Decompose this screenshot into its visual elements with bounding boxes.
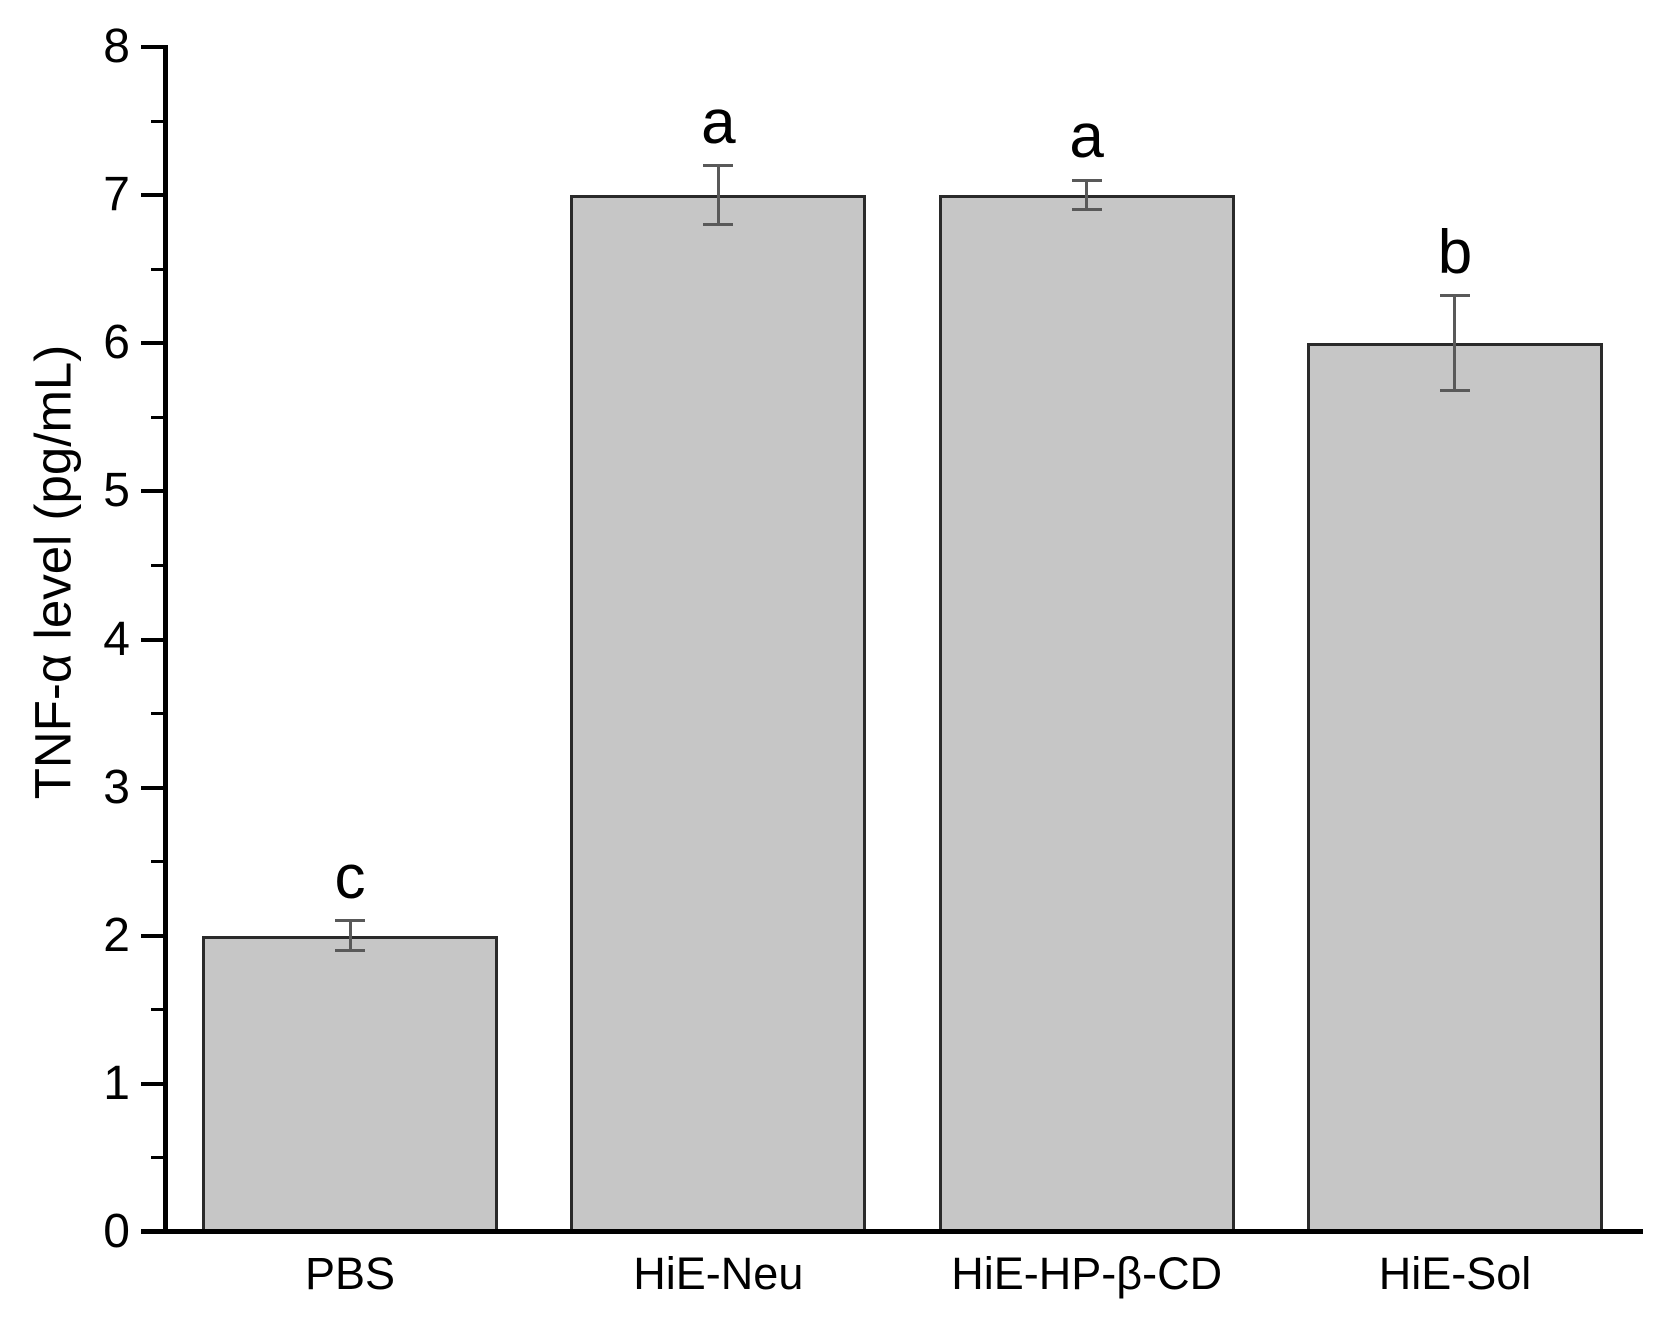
y-minor-tick (151, 712, 163, 716)
y-tick-label: 0 (103, 1205, 130, 1258)
error-bar-hie-sol (1453, 295, 1457, 391)
y-tick-label: 7 (103, 168, 130, 222)
y-major-tick (141, 45, 163, 49)
y-minor-tick (151, 1008, 163, 1012)
bar-pbs (202, 935, 498, 1232)
error-cap-bottom-pbs (335, 949, 365, 953)
y-major-tick (141, 785, 163, 790)
y-major-tick (141, 193, 163, 198)
error-bar-hie-hp-cd (1085, 180, 1089, 210)
error-bar-pbs (348, 920, 352, 951)
y-axis-title: TNF-α level (pg/mL) (24, 344, 82, 800)
y-minor-tick (151, 119, 163, 123)
y-minor-tick (151, 415, 163, 419)
y-minor-tick (151, 563, 163, 567)
y-major-tick (141, 1081, 163, 1086)
significance-letter-pbs: c (334, 842, 366, 912)
error-bar-hie-neu (716, 165, 720, 225)
error-cap-top-hie-sol (1439, 294, 1470, 298)
y-minor-tick (151, 267, 163, 271)
y-major-tick (141, 341, 163, 346)
x-tick-label-hie-hp-cd: HiE-HP-β-CD (951, 1248, 1223, 1299)
significance-letter-hie-hp-cd: a (1069, 102, 1104, 172)
error-cap-top-hie-hp-cd (1071, 178, 1102, 182)
x-tick-label-hie-neu: HiE-Neu (633, 1248, 804, 1299)
y-major-tick (141, 933, 163, 938)
y-tick-label: 4 (103, 612, 130, 666)
x-tick-label-hie-sol: HiE-Sol (1378, 1248, 1532, 1299)
significance-letter-hie-neu: a (701, 87, 736, 157)
error-cap-top-hie-neu (703, 164, 734, 167)
y-tick-label: 3 (103, 760, 130, 814)
y-major-tick (141, 489, 163, 494)
y-minor-tick (151, 1156, 163, 1160)
y-major-tick (141, 637, 163, 642)
error-cap-bottom-hie-hp-cd (1071, 208, 1102, 212)
bar-hie-neu (570, 195, 867, 1232)
error-cap-bottom-hie-neu (703, 223, 734, 227)
y-tick-label: 8 (103, 20, 130, 73)
x-axis-line (141, 1229, 1643, 1234)
y-tick-label: 5 (103, 464, 130, 518)
bar-hie-hp-cd (938, 195, 1235, 1232)
y-axis-line (163, 45, 168, 1234)
plot-area: 0 1 2 3 4 5 6 7 8 c PBS a HiE-Neu a HiE-HP-β-CD b HiE-So… (103, 22, 1643, 1298)
y-tick-label: 2 (103, 908, 130, 962)
significance-letter-hie-sol: b (1437, 217, 1473, 287)
x-tick-label-pbs: PBS (304, 1248, 396, 1299)
y-minor-tick (151, 860, 163, 864)
y-tick-label: 1 (103, 1056, 130, 1110)
bar-hie-sol (1306, 343, 1603, 1232)
error-cap-bottom-hie-sol (1439, 389, 1470, 393)
error-cap-top-pbs (335, 919, 365, 923)
y-tick-label: 6 (103, 316, 130, 370)
